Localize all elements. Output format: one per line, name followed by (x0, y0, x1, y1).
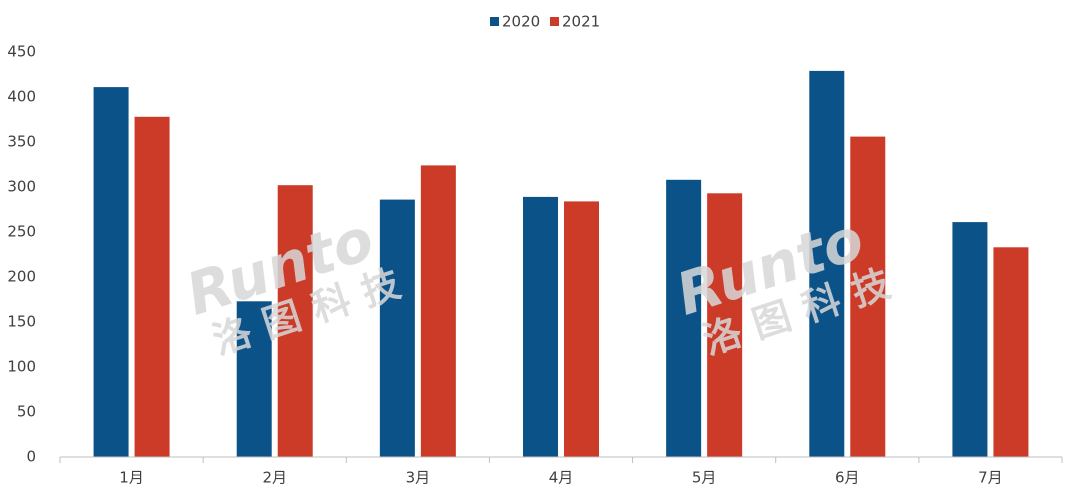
bar (93, 87, 129, 457)
x-tick-label: 2月 (262, 469, 287, 487)
bar (236, 301, 272, 457)
bar (564, 201, 599, 457)
legend-label: 2021 (562, 13, 600, 31)
y-tick-label: 0 (26, 448, 36, 466)
y-tick-label: 250 (7, 223, 36, 241)
y-tick-label: 300 (7, 178, 36, 196)
bar (277, 185, 313, 457)
y-tick-label: 350 (7, 133, 36, 151)
bar (134, 116, 170, 458)
bar (850, 136, 886, 457)
bar (523, 196, 558, 457)
y-tick-label: 450 (7, 43, 36, 61)
x-tick-label: 6月 (835, 469, 860, 487)
y-tick-label: 100 (7, 358, 36, 376)
legend-swatch (490, 17, 499, 26)
bar (666, 179, 702, 458)
bar (993, 247, 1029, 457)
y-tick-label: 50 (17, 403, 36, 421)
x-tick-label: 5月 (692, 469, 717, 487)
bar (952, 222, 988, 457)
bar (707, 193, 743, 458)
bar (379, 199, 415, 457)
bar (809, 70, 845, 458)
y-tick-label: 150 (7, 313, 36, 331)
x-tick-label: 7月 (978, 469, 1003, 487)
bar (420, 165, 456, 457)
x-tick-label: 1月 (119, 469, 144, 487)
x-tick-label: 3月 (406, 469, 431, 487)
y-tick-label: 200 (7, 268, 36, 286)
legend-swatch (550, 17, 559, 26)
y-tick-label: 400 (7, 88, 36, 106)
legend-label: 2020 (502, 13, 540, 31)
x-tick-label: 4月 (549, 469, 574, 487)
